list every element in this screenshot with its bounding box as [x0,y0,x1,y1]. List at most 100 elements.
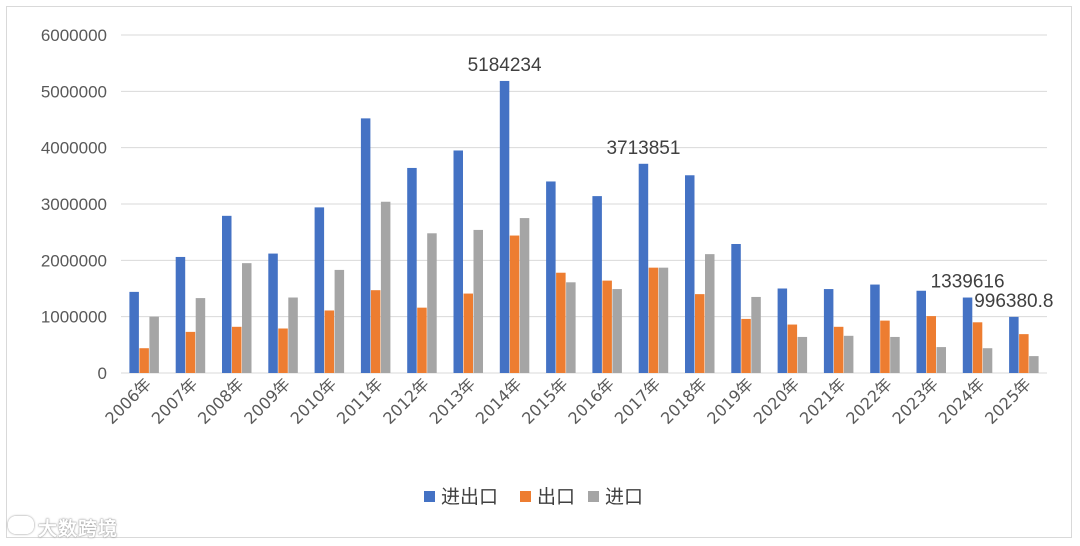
bar-chart: 0 1000000 2000000 3000000 4000000 5000000 6000… [41,26,1054,508]
bar [833,326,844,373]
bar [185,331,196,373]
bar [1009,316,1019,373]
x-tick-label: 2018年 [657,374,711,428]
bar [407,167,417,373]
x-tick-label: 2023年 [889,374,943,428]
bar [149,316,159,373]
bar [648,267,659,373]
x-tick-label: 2024年 [935,374,989,428]
x-tick-label: 2019年 [703,374,757,428]
chart-frame: 0 1000000 2000000 3000000 4000000 5000000 6000… [6,6,1072,538]
bar [705,254,715,373]
bar [566,282,576,373]
bar [427,233,437,373]
bar [314,207,325,373]
bar [731,243,741,373]
x-tick-label: 2011年 [333,374,387,428]
data-label: 3713851 [606,138,680,159]
legend-label: 进出口 [441,486,498,508]
bar [463,293,473,373]
bar [592,196,602,373]
bar [612,289,622,373]
x-tick-label: 2015年 [518,374,572,428]
bar [936,347,946,373]
bar [509,235,520,373]
bar [695,294,705,373]
bar [175,256,186,373]
data-label: 996380.8 [974,291,1053,312]
grid-lines [121,34,1047,374]
bar [823,289,834,373]
x-tick-label: 2008年 [194,374,248,428]
bar [880,320,890,373]
bar [777,288,788,373]
bar [602,280,612,373]
bar [288,297,298,373]
bars [129,80,1039,373]
bar [870,284,880,373]
bar [1019,334,1029,373]
bar [324,310,335,373]
bar [797,336,808,373]
bar [242,263,252,373]
bar [982,348,993,373]
bar [638,163,649,373]
bar [787,324,798,373]
bar [658,267,669,373]
bar [268,253,278,373]
bar [685,175,695,373]
legend-label: 出口 [537,486,575,508]
bar [926,316,936,373]
bar [962,297,973,373]
x-tick-label: 2014年 [472,374,526,428]
bar [556,272,566,373]
x-tick-label: 2025年 [981,374,1035,428]
x-tick-label: 2010年 [287,374,341,428]
bar [417,307,427,373]
bar [972,322,983,373]
y-tick-label: 3000000 [41,195,107,214]
y-tick-label: 2000000 [41,251,107,270]
bar [1029,356,1039,373]
x-tick-label: 2021年 [796,374,850,428]
bar [916,290,926,373]
x-tick-label: 2006年 [101,374,155,428]
x-tick-label: 2009年 [240,374,294,428]
legend-swatch [520,491,531,502]
bar [380,201,391,373]
bar [751,296,761,373]
y-tick-label: 5000000 [41,82,107,101]
bar [890,336,900,373]
legend: 进出口 出口 进口 [424,486,643,508]
bar [843,335,854,373]
bar [473,229,483,373]
x-tick-label: 2017年 [611,374,665,428]
watermark-logo-icon [8,516,34,534]
y-axis: 0 1000000 2000000 3000000 4000000 5000000 6000… [41,26,107,383]
data-label: 1339616 [931,272,1005,293]
x-tick-label: 2022年 [842,374,896,428]
bar [370,290,381,373]
legend-label: 进口 [605,486,643,508]
bar [453,150,463,373]
x-tick-label: 2016年 [564,374,618,428]
watermark-text: 大数跨境 [38,518,119,540]
x-tick-label: 2012年 [379,374,433,428]
y-tick-label: 4000000 [41,139,107,158]
bar [499,80,510,373]
bar [741,318,751,373]
y-tick-label: 6000000 [41,26,107,45]
bar [360,118,371,373]
watermark: 大数跨境 [8,514,118,541]
bar [232,326,242,373]
y-tick-label: 0 [98,364,107,383]
bar [195,298,206,373]
legend-swatch [424,491,435,502]
y-tick-label: 1000000 [41,308,107,327]
bar [519,218,530,373]
x-tick-label: 2020年 [750,374,804,428]
legend-swatch [588,491,599,502]
x-axis: 2006年2007年2008年2009年2010年2011年2012年2013年… [101,374,1034,428]
x-tick-label: 2013年 [426,374,480,428]
